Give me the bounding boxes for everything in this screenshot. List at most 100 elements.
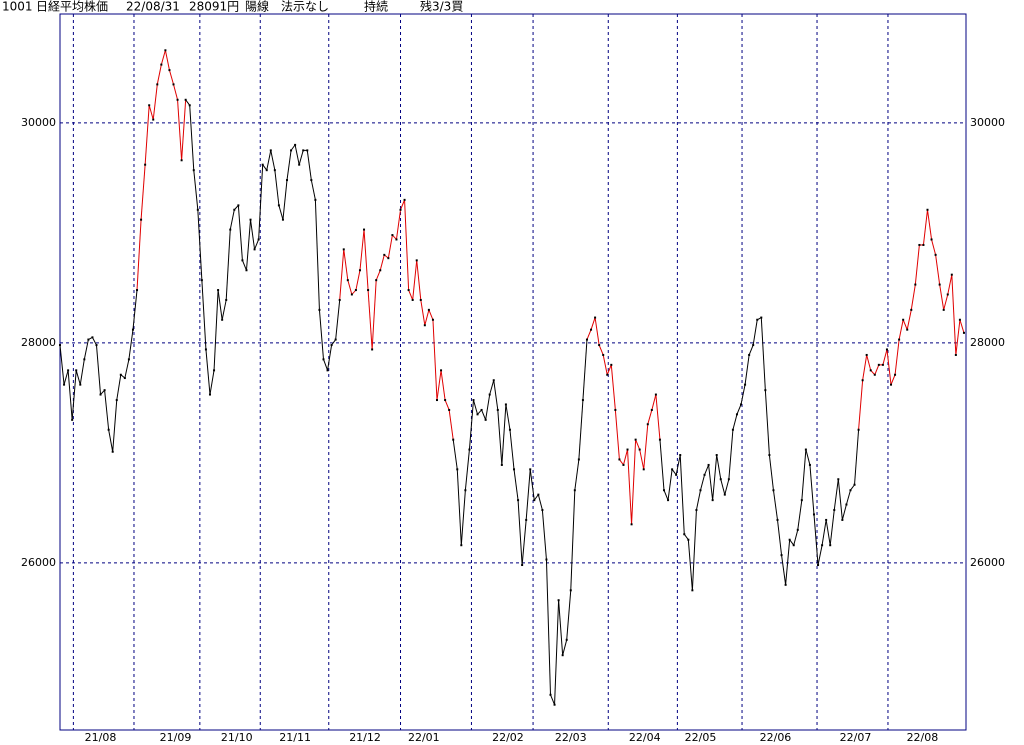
price-dot [679, 454, 682, 457]
price-segment [590, 317, 596, 330]
price-dot [740, 403, 743, 406]
price-dot [375, 279, 378, 282]
price-dot [140, 218, 143, 221]
price-segment [485, 394, 491, 420]
price-dot [877, 363, 880, 366]
price-segment [813, 514, 819, 566]
price-dot [59, 344, 61, 347]
price-dot [638, 448, 641, 451]
price-dot [310, 179, 313, 182]
price-dot [83, 358, 86, 361]
price-segment [335, 299, 341, 340]
price-dot [667, 499, 670, 502]
price-segment [712, 454, 718, 501]
price-segment [724, 479, 730, 495]
price-segment [164, 50, 170, 71]
price-dot [817, 564, 820, 567]
price-segment [955, 319, 961, 356]
price-dot [269, 149, 272, 152]
price-dot [804, 448, 807, 451]
price-segment [837, 479, 843, 520]
price-segment [809, 464, 815, 515]
price-dot [294, 143, 297, 146]
price-segment [631, 439, 637, 525]
price-dot [857, 428, 860, 431]
price-dot [849, 489, 852, 492]
price-segment [704, 464, 710, 476]
price-segment [148, 105, 154, 120]
price-dot [671, 468, 674, 471]
price-dot [241, 259, 244, 262]
price-segment [606, 364, 612, 375]
price-dot [273, 169, 276, 172]
price-dot [440, 369, 443, 372]
price-segment [201, 280, 207, 350]
y-tick-label-right: 28000 [970, 336, 1005, 349]
price-dot [683, 533, 686, 536]
price-segment [75, 370, 81, 385]
price-segment [558, 600, 564, 656]
price-segment [947, 274, 953, 295]
x-tick-label: 22/04 [629, 731, 661, 744]
price-dot [675, 473, 678, 476]
price-segment [781, 555, 787, 585]
price-segment [598, 344, 604, 356]
price-dot [861, 379, 864, 382]
price-segment [258, 164, 264, 240]
price-dot [298, 163, 301, 166]
price-dot [358, 269, 361, 272]
price-segment [902, 319, 908, 330]
price-dot [403, 198, 406, 201]
price-dot [691, 589, 694, 592]
price-segment [890, 374, 896, 385]
price-segment [801, 449, 807, 501]
price-segment [367, 290, 373, 350]
price-dot [407, 289, 410, 292]
price-segment [922, 209, 928, 246]
price-segment [647, 409, 653, 425]
price-dot [727, 478, 730, 481]
price-dot [261, 163, 264, 166]
price-segment [282, 180, 288, 220]
price-dot [598, 344, 601, 347]
remaining: 残3/3買 [420, 0, 463, 14]
price-dot [180, 159, 183, 162]
price-dot [63, 383, 66, 386]
price-segment [748, 344, 754, 356]
price-segment [622, 449, 629, 466]
price-dot [719, 478, 722, 481]
price-dot [898, 338, 901, 341]
price-dot [213, 369, 216, 372]
x-tick-label: 21/11 [279, 731, 311, 744]
price-dot [265, 169, 268, 172]
price-dot [225, 298, 228, 301]
price-dot [318, 308, 321, 311]
price-dot [812, 513, 815, 516]
price-dot [529, 468, 532, 471]
x-tick-label: 22/03 [555, 731, 587, 744]
price-segment [221, 299, 227, 320]
price-segment [602, 354, 608, 375]
candle: 陽線 [245, 0, 269, 14]
price-segment [181, 99, 187, 161]
price-dot [841, 518, 844, 521]
price-segment [375, 270, 381, 281]
price-segment [566, 590, 572, 640]
price-segment [752, 319, 758, 346]
price-dot [423, 324, 426, 327]
price-segment [517, 500, 523, 566]
price-segment [424, 309, 430, 326]
price-segment [67, 370, 73, 420]
price-segment [104, 390, 110, 430]
price-dot [776, 518, 779, 521]
price-dot [192, 169, 195, 172]
price-dot [431, 318, 434, 321]
price-dot [744, 383, 747, 386]
price-dot [565, 638, 568, 641]
price-dot [75, 369, 78, 372]
price-dot [484, 418, 487, 421]
price-segment [197, 209, 203, 281]
price-dot [452, 438, 455, 441]
price-dot [391, 234, 394, 237]
price-segment [866, 354, 872, 371]
